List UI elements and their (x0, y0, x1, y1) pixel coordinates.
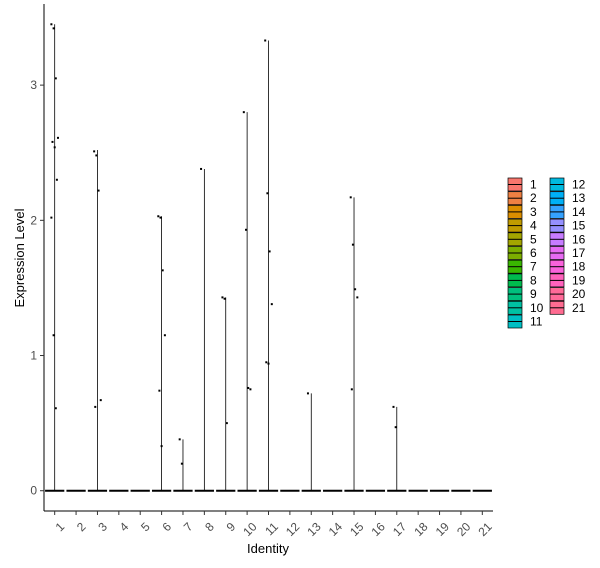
data-point (56, 136, 59, 139)
y-axis-title: Expression Level (12, 208, 27, 307)
data-point (242, 111, 245, 114)
legend-label: 19 (572, 273, 586, 287)
legend-label: 9 (530, 287, 537, 301)
data-point (267, 362, 270, 365)
data-point (249, 388, 252, 391)
data-point (221, 296, 224, 299)
legend-label: 7 (530, 260, 537, 274)
legend-label: 4 (530, 219, 537, 233)
data-point (350, 388, 353, 391)
data-point (163, 334, 166, 337)
data-point (95, 154, 98, 157)
data-point (268, 250, 271, 253)
data-point (349, 196, 352, 199)
data-point (93, 150, 96, 153)
data-point (392, 405, 395, 408)
legend-label: 5 (530, 232, 537, 246)
legend-label: 6 (530, 246, 537, 260)
legend-label: 15 (572, 219, 586, 233)
data-point (245, 228, 248, 231)
legend-label: 8 (530, 273, 537, 287)
data-point (97, 189, 100, 192)
legend-label: 21 (572, 301, 586, 315)
data-point (51, 140, 54, 143)
data-point (53, 146, 56, 149)
legend-label: 3 (530, 205, 537, 219)
data-point (264, 39, 267, 42)
y-tick-label: 3 (30, 78, 37, 92)
data-point (354, 288, 357, 291)
data-point (178, 438, 181, 441)
x-axis-title: Identity (247, 541, 289, 556)
legend-label: 20 (572, 287, 586, 301)
data-point (394, 426, 397, 429)
data-point (54, 77, 57, 80)
legend-label: 10 (530, 301, 544, 315)
data-point (158, 389, 161, 392)
data-point (200, 167, 203, 170)
legend-label: 12 (572, 178, 586, 192)
y-tick-label: 0 (30, 484, 37, 498)
legend-label: 17 (572, 246, 586, 260)
data-point (270, 303, 273, 306)
plot-area (45, 23, 492, 492)
data-point (265, 361, 268, 364)
data-point (157, 215, 160, 218)
data-point (55, 178, 58, 181)
data-point (223, 297, 226, 300)
legend-label: 2 (530, 191, 537, 205)
legend-label: 1 (530, 178, 537, 192)
data-point (159, 216, 162, 219)
y-tick-label: 1 (30, 349, 37, 363)
data-point (161, 269, 164, 272)
legend-label: 16 (572, 232, 586, 246)
legend-label: 18 (572, 260, 586, 274)
y-tick-label: 2 (30, 213, 37, 227)
data-point (50, 23, 53, 26)
data-point (356, 296, 359, 299)
data-point (351, 243, 354, 246)
legend-label: 14 (572, 205, 586, 219)
data-point (50, 216, 53, 219)
data-point (247, 386, 250, 389)
legend-label: 11 (530, 315, 543, 329)
data-point (52, 334, 55, 337)
data-point (94, 405, 97, 408)
data-point (180, 462, 183, 465)
data-point (160, 445, 163, 448)
data-point (266, 192, 269, 195)
data-point (54, 407, 57, 410)
data-point (225, 422, 228, 425)
legend-label: 13 (572, 191, 586, 205)
data-point (99, 399, 102, 402)
data-point (306, 392, 309, 395)
data-point (52, 27, 55, 30)
